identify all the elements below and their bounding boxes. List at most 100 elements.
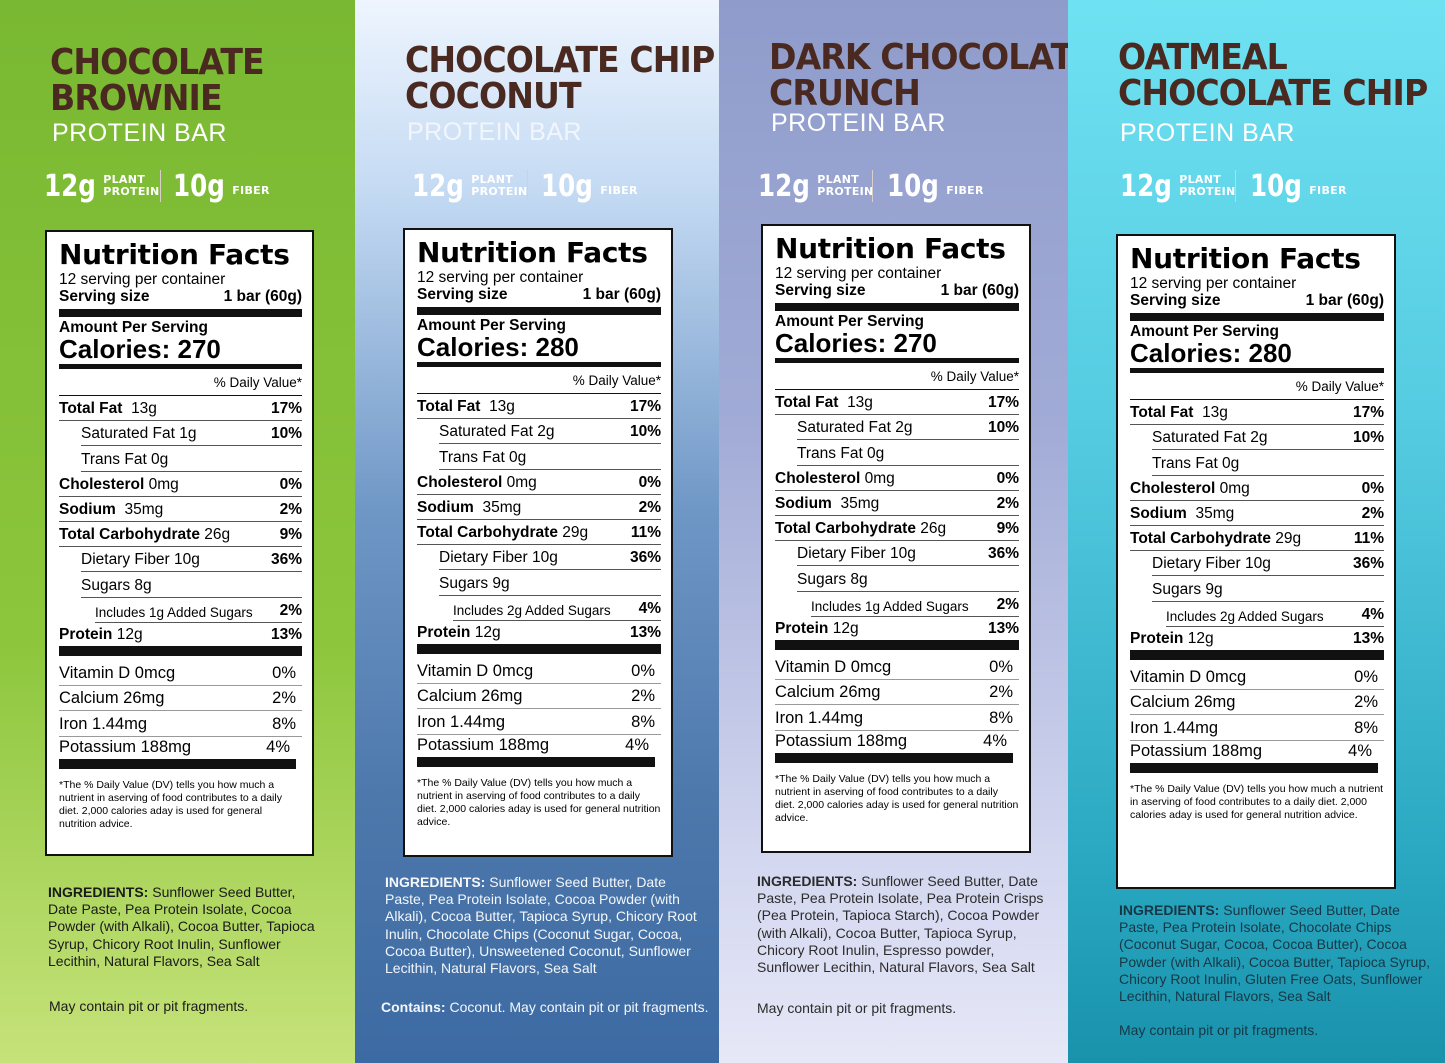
dietary-fiber-row: Dietary Fiber 10g 36%	[439, 545, 661, 571]
added-sugars-row: Includes 1g Added Sugars 2%	[811, 592, 1019, 617]
vitamin-d-row: Vitamin D 0mcg 0%	[59, 656, 302, 686]
saturated-fat-label: Saturated Fat 1g	[81, 425, 197, 443]
protein-dv: 13%	[1352, 629, 1384, 647]
sugars-row: Sugars 8g	[81, 572, 302, 598]
potassium-row: Potassium 188mg 4%	[59, 737, 296, 769]
vitamin-d-label: Vitamin D 0mcg	[775, 657, 892, 676]
ingredients-text: INGREDIENTS: Sunflower Seed Butter, Date…	[48, 884, 318, 970]
fiber-stat-value: 10g	[541, 168, 593, 204]
cholesterol-label: Cholesterol	[775, 469, 861, 487]
product-title-line-1: CHOCOLATE CHIP	[405, 40, 715, 81]
servings-per-container: 12 serving per container	[775, 265, 942, 282]
total-carb-amount: 26g	[920, 520, 947, 538]
vitamin-d-label: Vitamin D 0mcg	[59, 663, 176, 682]
text-span: Total Fat 13g	[1130, 404, 1228, 422]
product-title: DARK CHOCOLATE CRUNCH	[769, 40, 1068, 112]
daily-value-header: % Daily Value*	[1130, 373, 1384, 400]
product-title-line-2: BROWNIE	[50, 78, 223, 119]
total-fat-dv: 17%	[987, 394, 1019, 412]
vitamin-d-dv: 0%	[989, 657, 1013, 676]
sodium-dv: 2%	[996, 494, 1019, 512]
calories: Calories: 270	[775, 330, 1019, 363]
total-fat-dv: 17%	[1352, 404, 1384, 422]
fiber-stat: 10g FIBER	[887, 167, 984, 205]
calcium-label: Calcium 26mg	[417, 687, 523, 706]
text-span: PROTEIN	[817, 185, 874, 198]
text-span: Cholesterol 0mg	[59, 476, 179, 494]
text-span: PLANT	[817, 173, 860, 186]
nutrition-facts-title: Nutrition Facts	[1130, 242, 1361, 275]
calories: Calories: 270	[59, 336, 302, 369]
cholesterol-dv: 0%	[1361, 479, 1384, 497]
total-fat-row: Total Fat 13g 17%	[1130, 400, 1384, 426]
protein-stat-value: 12g	[44, 168, 96, 204]
cholesterol-amount: 0mg	[506, 473, 537, 491]
text-span: Sodium 35mg	[1130, 505, 1234, 523]
allergen-note: May contain pit or pit fragments.	[757, 1000, 956, 1016]
iron-dv: 8%	[631, 712, 655, 731]
iron-label: Iron 1.44mg	[775, 708, 864, 727]
added-sugars-label: Includes 1g Added Sugars	[95, 604, 253, 620]
protein-stat-value: 12g	[1120, 168, 1172, 204]
daily-value-footnote: *The % Daily Value (DV) tells you how mu…	[417, 776, 661, 829]
calcium-label: Calcium 26mg	[775, 683, 881, 702]
serving-size: Serving size 1 bar (60g)	[417, 286, 661, 315]
protein-row: Protein 12g 13%	[417, 621, 661, 654]
protein-stat: 12g PLANT PROTEIN	[758, 167, 874, 205]
vitamin-d-dv: 0%	[631, 661, 655, 680]
product-column-4: OATMEAL CHOCOLATE CHIP PROTEIN BAR 12g P…	[1068, 0, 1445, 1063]
calcium-row: Calcium 26mg 2%	[59, 686, 302, 712]
sodium-label: Sodium	[775, 494, 832, 512]
text-span: Protein 12g	[775, 620, 859, 638]
total-fat-amount: 13g	[131, 400, 157, 418]
text-span: 1 bar (60g)	[1305, 292, 1384, 309]
servings-per-container: 12 serving per container	[417, 269, 584, 286]
saturated-fat-dv: 10%	[629, 423, 661, 441]
cholesterol-row: Cholesterol 0mg 0%	[1130, 476, 1384, 501]
daily-value-header: % Daily Value*	[59, 369, 302, 396]
potassium-dv: 4%	[1348, 741, 1372, 760]
text-span: Total Carbohydrate 26g	[59, 526, 230, 544]
sugars-label: Sugars 9g	[1152, 580, 1223, 598]
trans-fat-label: Trans Fat 0g	[1152, 454, 1240, 472]
sodium-amount: 35mg	[482, 498, 522, 516]
calcium-dv: 2%	[1354, 693, 1378, 712]
potassium-dv: 4%	[983, 731, 1007, 750]
added-sugars-row: Includes 2g Added Sugars 4%	[1166, 602, 1384, 627]
sodium-label: Sodium	[59, 500, 116, 518]
text-span: PLANT	[103, 173, 146, 186]
product-title: OATMEAL CHOCOLATE CHIP	[1118, 40, 1428, 112]
protein-stat: 12g PLANT PROTEIN	[412, 167, 528, 205]
added-sugars-label: Includes 2g Added Sugars	[453, 602, 611, 618]
product-title-line-1: DARK CHOCOLATE	[769, 37, 1068, 78]
saturated-fat-label: Saturated Fat 2g	[439, 423, 555, 441]
nutrition-facts-panel: Nutrition Facts 12 serving per container…	[1116, 234, 1396, 889]
cholesterol-dv: 0%	[638, 473, 661, 491]
vitamin-d-dv: 0%	[1354, 667, 1378, 686]
allergen-note-text: May contain pit or pit fragments.	[1119, 1022, 1319, 1038]
text-span: Cholesterol 0mg	[775, 470, 895, 488]
daily-value-header: % Daily Value*	[775, 363, 1019, 390]
total-carb-dv: 9%	[279, 526, 302, 544]
text-span: Protein 12g	[417, 624, 501, 642]
dietary-fiber-dv: 36%	[629, 549, 661, 567]
fiber-stat-label: FIBER	[1309, 184, 1347, 197]
dietary-fiber-dv: 36%	[1352, 555, 1384, 573]
added-sugars-dv: 2%	[279, 601, 302, 619]
sodium-amount: 35mg	[840, 494, 880, 512]
protein-stat-label: PLANT PROTEIN	[817, 174, 873, 198]
ingredients-list: Sunflower Seed Butter, Date Paste, Pea P…	[1119, 902, 1431, 1005]
calcium-row: Calcium 26mg 2%	[417, 684, 661, 710]
total-carb-amount: 29g	[1275, 530, 1302, 548]
iron-row: Iron 1.44mg 8%	[417, 709, 661, 735]
product-subtitle: PROTEIN BAR	[407, 118, 582, 146]
text-span: PROTEIN	[103, 185, 160, 198]
allergen-note: May contain pit or pit fragments.	[1119, 1022, 1318, 1038]
total-fat-label: Total Fat	[1130, 404, 1194, 422]
text-span: Serving size	[775, 282, 866, 299]
calcium-dv: 2%	[989, 683, 1013, 702]
protein-dv: 13%	[270, 625, 302, 643]
total-fat-row: Total Fat 13g 17%	[59, 396, 302, 422]
dietary-fiber-row: Dietary Fiber 10g 36%	[1152, 551, 1384, 577]
